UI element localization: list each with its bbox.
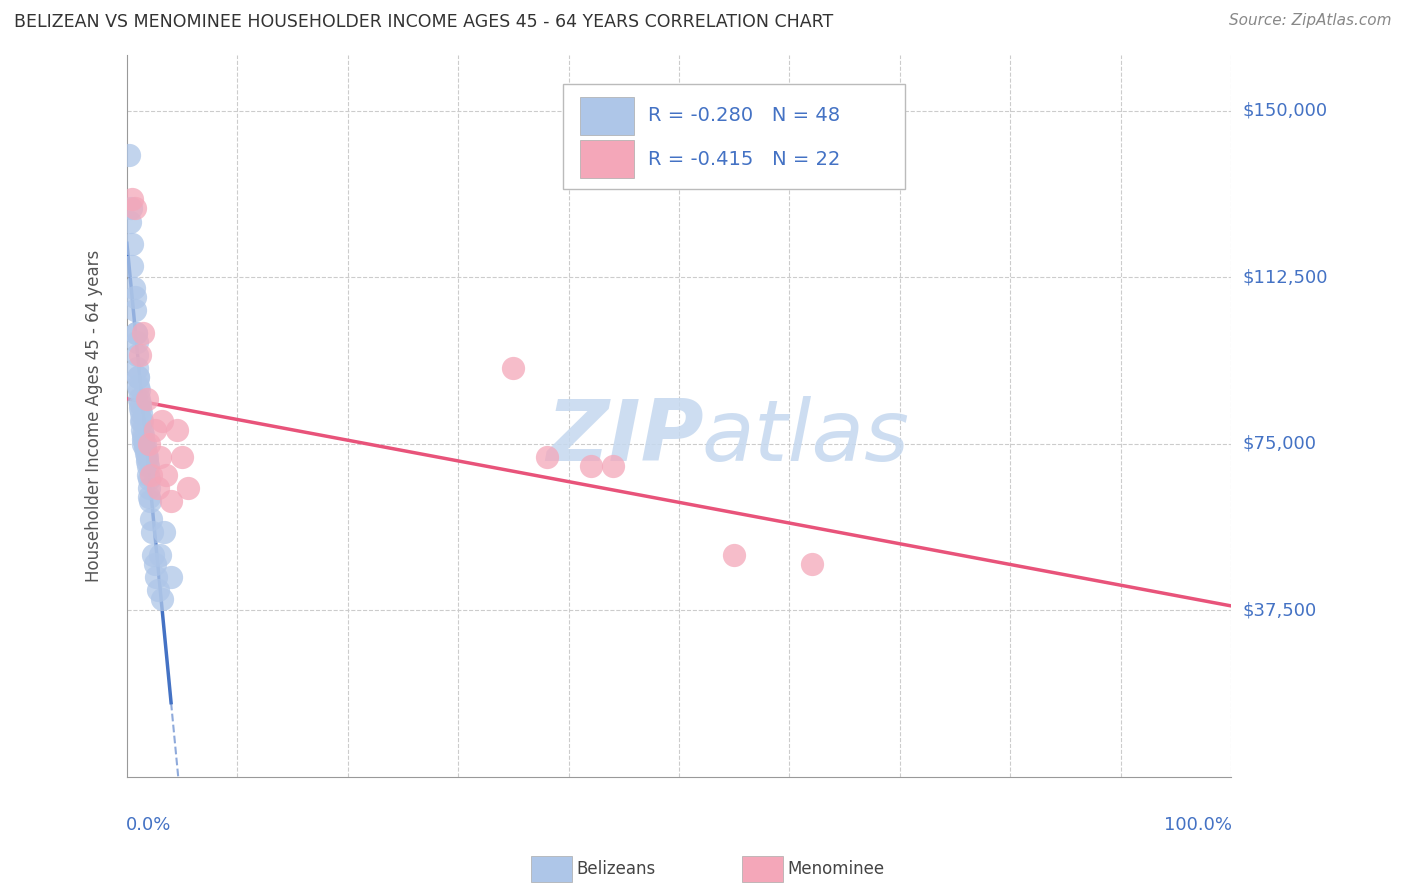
Point [128,384,150,398]
Point [118,148,141,162]
Point [128,392,150,407]
Text: Menominee: Menominee [787,860,884,878]
Point [120,202,142,216]
Text: 100.0%: 100.0% [1164,816,1232,834]
Text: Belizeans: Belizeans [576,860,655,878]
Point [502,361,524,376]
Point [132,427,155,442]
Point [146,583,169,598]
Point [132,436,155,450]
Text: R = -0.415   N = 22: R = -0.415 N = 22 [648,150,841,169]
Point [172,450,194,464]
Point [135,450,157,464]
Point [136,467,159,482]
Point [145,570,167,584]
FancyBboxPatch shape [579,97,634,135]
Point [132,326,155,340]
Point [135,454,157,468]
Point [135,392,157,407]
Point [143,423,166,437]
Point [121,259,143,273]
Point [125,326,148,340]
Text: ZIP: ZIP [547,396,704,479]
Point [138,481,160,495]
Point [579,458,602,473]
Point [127,370,149,384]
FancyBboxPatch shape [562,84,905,188]
Point [124,202,146,216]
Point [129,414,152,428]
FancyBboxPatch shape [579,140,634,178]
Text: BELIZEAN VS MENOMINEE HOUSEHOLDER INCOME AGES 45 - 64 YEARS CORRELATION CHART: BELIZEAN VS MENOMINEE HOUSEHOLDER INCOME… [14,13,834,31]
Point [160,570,183,584]
Text: $112,500: $112,500 [1243,268,1327,286]
Point [129,401,152,416]
Point [125,326,148,340]
Point [125,348,148,362]
Point [536,450,558,464]
Point [131,423,153,437]
Text: $37,500: $37,500 [1243,601,1316,619]
Text: R = -0.280   N = 48: R = -0.280 N = 48 [648,106,841,125]
Point [134,436,156,450]
Point [124,303,146,318]
Point [142,548,165,562]
Text: atlas: atlas [702,396,910,479]
Text: $75,000: $75,000 [1243,434,1316,452]
Point [125,334,148,349]
Point [121,193,143,207]
Point [153,525,176,540]
Point [138,490,160,504]
Point [124,290,146,304]
Point [166,423,188,437]
Point [141,512,163,526]
Point [602,458,624,473]
Point [134,441,156,455]
Point [129,397,152,411]
Point [143,557,166,571]
Point [129,406,152,420]
Point [127,370,149,384]
Text: 0.0%: 0.0% [125,816,172,834]
Point [125,361,148,376]
Point [136,458,159,473]
Text: Source: ZipAtlas.com: Source: ZipAtlas.com [1229,13,1392,29]
Point [135,445,157,459]
Point [127,379,149,393]
Point [138,472,160,486]
Y-axis label: Householder Income Ages 45 - 64 years: Householder Income Ages 45 - 64 years [86,250,103,582]
Point [131,414,153,428]
Point [121,236,143,251]
Point [139,494,162,508]
Point [146,481,169,495]
Point [122,281,145,295]
Point [132,432,155,446]
Point [138,436,160,450]
Point [120,214,142,228]
Point [155,467,177,482]
Point [141,467,163,482]
Point [800,557,823,571]
Point [150,414,173,428]
Point [723,548,745,562]
Point [150,592,173,607]
Point [160,494,183,508]
Text: $150,000: $150,000 [1243,102,1327,120]
Point [141,525,163,540]
Point [129,348,152,362]
Point [176,481,198,495]
Point [149,450,172,464]
Point [149,548,172,562]
